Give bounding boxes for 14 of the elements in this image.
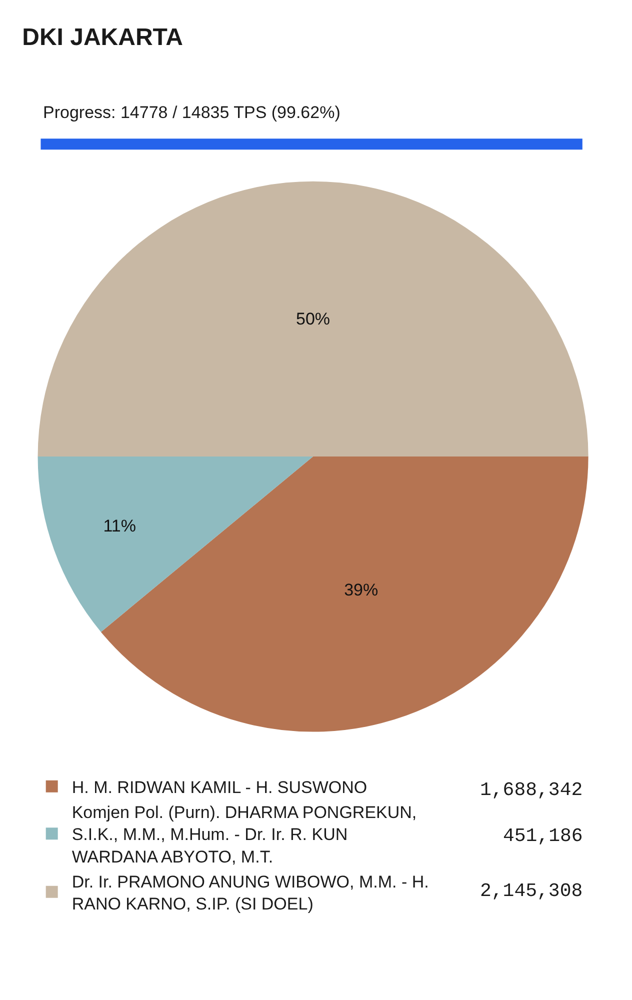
pie-slice: [38, 456, 314, 632]
data-label: 39%: [344, 580, 378, 600]
text: 1,688,342: [480, 779, 583, 801]
pie-slice: [100, 456, 588, 732]
data-label: 50%: [296, 309, 330, 328]
legend-label: Komjen Pol. (Purn). DHARMA PONGREKUN, S.I.K., M.M., M.Hum. - Dr. Ir. R. KUN WARDANA ABYOTO, M.T.: [72, 803, 417, 866]
text: 2,145,308: [480, 880, 583, 902]
pie-slice: [38, 182, 588, 456]
legend-label: H. M. RIDWAN KAMIL - H. SUSWONO: [72, 778, 368, 798]
text: 451,186: [503, 825, 583, 847]
data-label: 11%: [103, 516, 136, 536]
legend-label: Dr. Ir. PRAMONO ANUNG WIBOWO, M.M. - H. RANO KARNO, S.IP. (SI DOEL): [72, 872, 429, 914]
chart-title: DKI JAKARTA: [22, 24, 184, 51]
chart-subtitle: Progress: 14778 / 14835 TPS (99.62%): [43, 103, 340, 122]
